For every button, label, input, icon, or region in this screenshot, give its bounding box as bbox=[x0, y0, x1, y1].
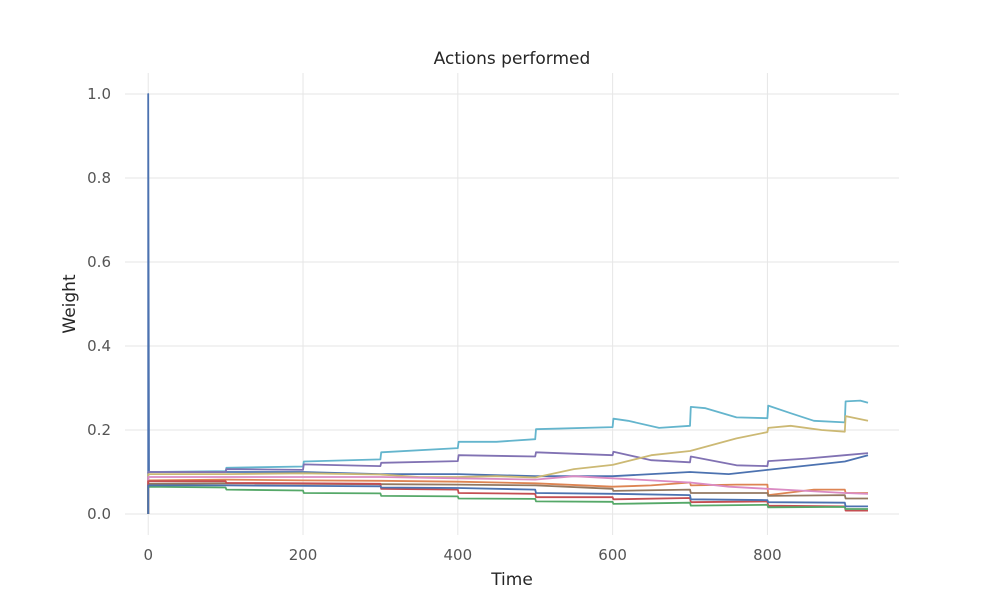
y-tick-labels: 0.0 0.2 0.4 0.6 0.8 1.0 bbox=[87, 85, 111, 523]
series-line-1 bbox=[147, 93, 869, 514]
y-tick-label: 0.2 bbox=[87, 421, 111, 439]
y-tick-label: 1.0 bbox=[87, 85, 111, 103]
y-tick-label: 0.4 bbox=[87, 337, 111, 355]
y-tick-label: 0.8 bbox=[87, 169, 111, 187]
x-tick-label: 0 bbox=[143, 546, 153, 564]
x-tick-label: 800 bbox=[753, 546, 782, 564]
x-axis-label: Time bbox=[490, 570, 533, 590]
y-axis-label: Weight bbox=[60, 274, 80, 334]
series-line-3 bbox=[147, 450, 869, 514]
y-tick-label: 0.6 bbox=[87, 253, 111, 271]
series-line-6 bbox=[147, 475, 869, 514]
x-tick-label: 200 bbox=[289, 546, 318, 564]
series-line-10 bbox=[147, 484, 868, 514]
series-line-2 bbox=[147, 399, 869, 514]
series-line-9 bbox=[147, 485, 868, 514]
series-line-4 bbox=[147, 415, 869, 514]
series-line-5 bbox=[147, 478, 868, 514]
chart-title: Actions performed bbox=[434, 49, 591, 69]
x-tick-labels: 0 200 400 600 800 bbox=[143, 546, 781, 564]
series-group bbox=[147, 93, 869, 514]
x-tick-label: 600 bbox=[598, 546, 627, 564]
grid bbox=[125, 73, 899, 535]
x-tick-label: 400 bbox=[443, 546, 472, 564]
y-tick-label: 0.0 bbox=[87, 505, 111, 523]
